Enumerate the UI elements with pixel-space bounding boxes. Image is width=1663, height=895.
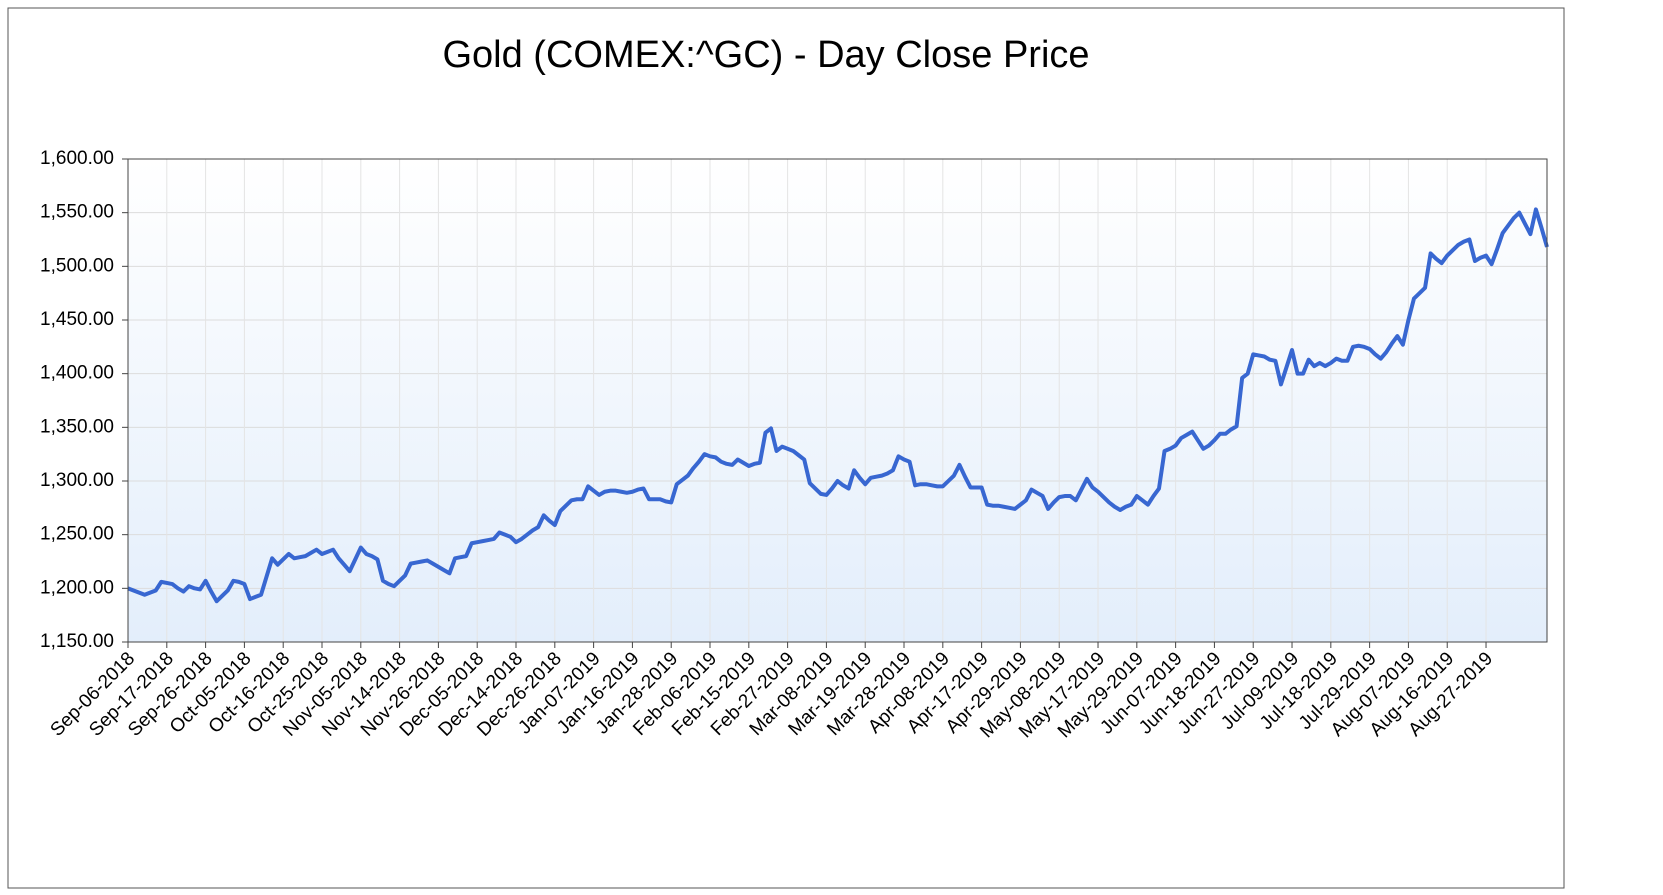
plot-area (128, 159, 1547, 642)
chart-title: Gold (COMEX:^GC) - Day Close Price (442, 34, 1089, 76)
marks (127, 207, 1549, 604)
y-tick-label: 1,450.00 (40, 309, 114, 330)
y-tick-label: 1,350.00 (40, 416, 114, 437)
plot-border (127, 158, 1548, 643)
y-tick-label: 1,300.00 (40, 470, 114, 491)
y-tick-label: 1,200.00 (40, 577, 114, 598)
y-tick-label: 1,500.00 (40, 255, 114, 276)
price-line (127, 207, 1549, 604)
y-tick-label: 1,600.00 (40, 148, 114, 169)
y-tick-label: 1,400.00 (40, 363, 114, 384)
y-tick-label: 1,550.00 (40, 202, 114, 223)
y-tick-label: 1,150.00 (40, 631, 114, 652)
frame (7, 7, 1565, 889)
y-tick-label: 1,250.00 (40, 524, 114, 545)
